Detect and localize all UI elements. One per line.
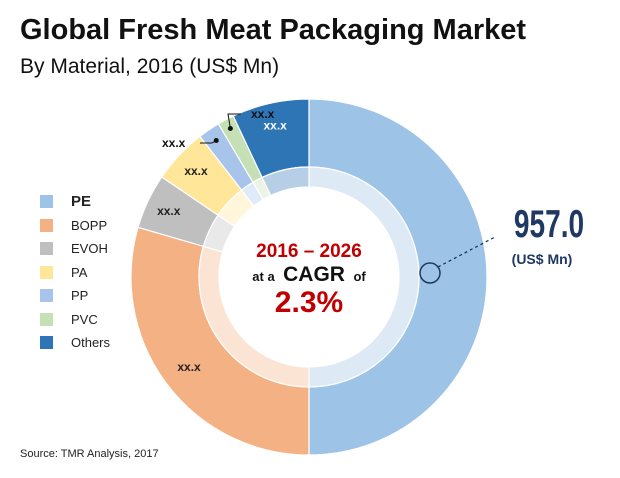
- center-cagr-line: at a CAGR of: [252, 263, 366, 286]
- legend-label: BOPP: [71, 217, 108, 233]
- highlight-leader-line: [437, 236, 496, 268]
- callouts: xx.x xx.x: [162, 107, 275, 150]
- center-of: of: [353, 269, 366, 284]
- legend-label: PE: [71, 193, 92, 211]
- legend-swatch: [40, 289, 53, 303]
- inner-ring: [198, 166, 420, 388]
- center-cagr-value: 2.3%: [275, 286, 343, 319]
- center-cagr: CAGR: [283, 263, 345, 286]
- callout-label-pvc: xx.x: [251, 107, 275, 121]
- center-text: 2016 – 2026 at a CAGR of 2.3%: [252, 241, 366, 319]
- center-hole: [219, 187, 399, 367]
- legend-swatch: [40, 242, 53, 256]
- chart-title: Global Fresh Meat Packaging Market: [20, 14, 527, 46]
- legend-swatch: [40, 265, 53, 279]
- slice-labels: xx.x xx.x xx.x xx.x: [157, 119, 287, 374]
- center-at-a: at a: [252, 269, 275, 284]
- data-label-others: xx.x: [264, 119, 288, 133]
- legend-item-pa: PA: [40, 261, 110, 285]
- legend-item-pe: PE: [40, 190, 110, 214]
- legend-item-evoh: EVOH: [40, 237, 110, 261]
- highlight-unit: (US$ Mn): [512, 251, 573, 267]
- legend-label: PA: [71, 264, 88, 280]
- chart-legend: PE BOPP EVOH PA PP PVC Others: [40, 190, 110, 355]
- center-years: 2016 – 2026: [256, 241, 362, 262]
- legend-swatch: [40, 312, 53, 326]
- legend-swatch: [40, 336, 53, 350]
- highlight-value: 957.0: [514, 203, 584, 247]
- legend-item-others: Others: [40, 331, 110, 355]
- highlight-callout: 957.0 (US$ Mn): [419, 203, 584, 284]
- legend-label: Others: [71, 335, 111, 351]
- legend-label: PVC: [71, 311, 98, 327]
- legend-label: PP: [71, 288, 89, 304]
- legend-swatch: [40, 218, 53, 232]
- legend-item-pp: PP: [40, 284, 110, 308]
- outer-ring: [130, 98, 488, 456]
- data-label-pa: xx.x: [184, 164, 208, 178]
- data-label-bopp: xx.x: [177, 360, 201, 374]
- chart-subtitle: By Material, 2016 (US$ Mn): [20, 55, 280, 78]
- source-note: Source: TMR Analysis, 2017: [20, 448, 159, 460]
- legend-item-bopp: BOPP: [40, 214, 110, 238]
- callout-line-pp: [200, 140, 217, 144]
- legend-label: EVOH: [71, 241, 108, 257]
- legend-swatch: [40, 195, 53, 209]
- legend-item-pvc: PVC: [40, 308, 110, 332]
- callout-label-pp: xx.x: [162, 136, 186, 150]
- highlight-marker: [419, 262, 441, 284]
- data-label-evoh: xx.x: [157, 204, 181, 218]
- callout-line-pvc: [227, 113, 241, 129]
